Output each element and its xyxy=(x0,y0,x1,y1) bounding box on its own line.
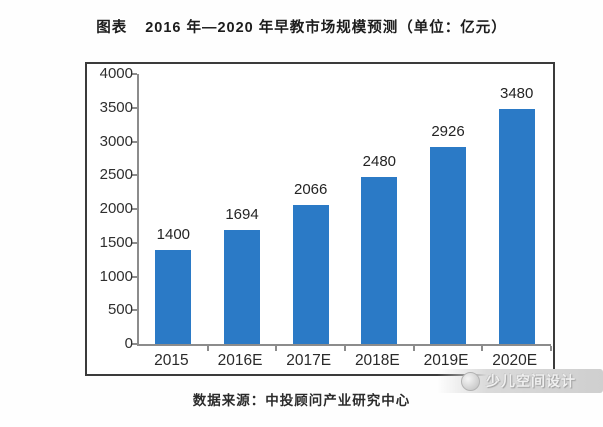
category-label-2019E: 2019E xyxy=(423,352,469,369)
bars-container: 1400 1694 2066 2480 2926 3480 xyxy=(139,74,551,344)
ytick-label-0: 0 xyxy=(124,335,133,352)
ytick-mark xyxy=(131,309,137,312)
ytick-mark xyxy=(131,73,137,75)
figure-title: 图表 2016 年—2020 年早教市场规模预测（单位：亿元） xyxy=(0,16,603,37)
bar-2016E xyxy=(224,229,260,344)
ytick-label-500: 500 xyxy=(107,301,133,319)
category-label-2016E: 2016E xyxy=(217,352,263,369)
plot-area: 1400 1694 2066 2480 2926 3480 xyxy=(131,73,552,351)
category-label-2015: 2015 xyxy=(154,352,189,369)
value-label-2019E: 2926 xyxy=(431,122,465,140)
logo-icon xyxy=(461,371,480,391)
bar-2020E xyxy=(498,109,535,344)
bar-column-2015: 1400 xyxy=(139,74,208,344)
ytick-label-1500: 1500 xyxy=(99,233,133,251)
category-label-2017E: 2017E xyxy=(286,352,332,369)
xtick-mark xyxy=(550,346,552,351)
watermark-text: 少儿空间设计 xyxy=(486,373,576,389)
value-label-2018E: 2480 xyxy=(362,152,397,170)
ytick-label-3000: 3000 xyxy=(99,132,133,150)
xtick-mark xyxy=(481,346,484,351)
bar-2018E xyxy=(361,176,398,344)
ytick-label-1000: 1000 xyxy=(99,267,133,285)
chart-area: 1400 1694 2066 2480 2926 3480 0 500 1000 1500 200… xyxy=(85,62,555,376)
value-label-2017E: 2066 xyxy=(293,180,328,198)
ytick-mark xyxy=(131,174,137,177)
category-label-2020E: 2020E xyxy=(492,352,538,369)
ytick-label-3500: 3500 xyxy=(99,98,133,116)
ytick-mark xyxy=(131,241,137,244)
xtick-mark xyxy=(206,346,209,351)
watermark: 少儿空间设计 xyxy=(437,369,603,393)
x-axis-labels: 2015 2016E 2017E 2018E 2019E 2020E xyxy=(137,352,549,370)
figure-title-main: 2016 年—2020 年早教市场规模预测（单位：亿元） xyxy=(145,20,507,36)
bar-column-2017E: 2066 xyxy=(276,74,345,344)
value-label-2015: 1400 xyxy=(156,225,191,243)
value-label-2020E: 3480 xyxy=(500,85,534,103)
source-note: 数据来源：中投顾问产业研究中心 xyxy=(192,393,411,408)
ytick-mark xyxy=(131,208,137,210)
category-label-2018E: 2018E xyxy=(354,352,400,369)
ytick-mark xyxy=(131,275,137,278)
bar-2017E xyxy=(292,204,329,344)
bar-column-2016E: 1694 xyxy=(208,74,277,344)
bar-2015 xyxy=(155,249,192,344)
figure-title-prefix: 图表 xyxy=(96,20,128,36)
ytick-label-4000: 4000 xyxy=(99,65,133,82)
bar-2019E xyxy=(430,146,467,344)
ytick-label-2000: 2000 xyxy=(99,200,133,217)
value-label-2016E: 1694 xyxy=(225,205,259,223)
xtick-mark xyxy=(344,346,346,351)
xtick-mark xyxy=(412,346,415,351)
ytick-mark xyxy=(131,140,137,143)
bar-column-2019E: 2926 xyxy=(414,74,483,344)
bar-column-2018E: 2480 xyxy=(345,74,414,344)
ytick-label-2500: 2500 xyxy=(99,166,133,184)
xtick-mark xyxy=(275,346,278,351)
bar-column-2020E: 3480 xyxy=(482,74,551,344)
ytick-mark xyxy=(131,343,137,345)
ytick-mark xyxy=(131,106,137,109)
